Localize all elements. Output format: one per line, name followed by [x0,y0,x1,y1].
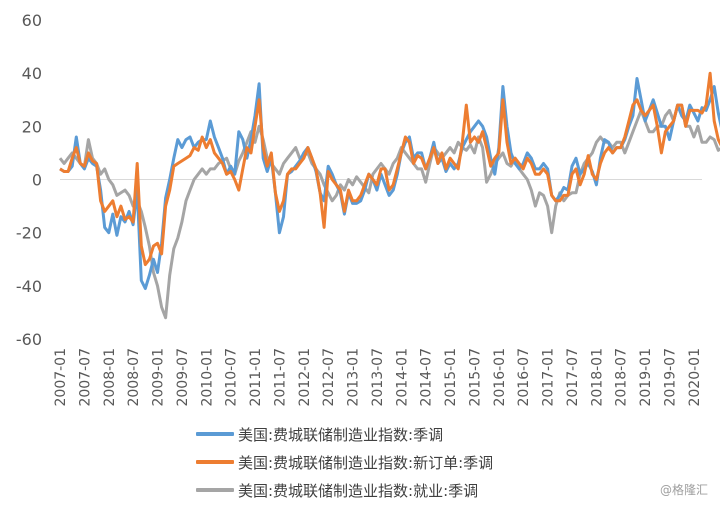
legend-label: 美国:费城联储制造业指数:就业:季调 [238,481,479,500]
y-tick-label: 20 [22,117,42,136]
x-tick-label: 2011-07 [272,348,288,407]
series-line-3 [58,103,720,320]
x-tick-label: 2013-07 [370,348,386,407]
y-tick-label: -20 [16,224,42,243]
x-tick-label: 2008-01 [102,348,118,407]
x-tick-label: 2018-07 [614,348,630,407]
y-tick-label: -40 [16,277,42,296]
watermark: @格隆汇 [659,483,708,497]
x-tick-label: 2008-07 [126,348,142,407]
series-line-2 [59,71,720,267]
legend-swatch [196,432,234,436]
x-tick-label: 2014-01 [394,348,410,407]
x-tick-label: 2012-07 [321,348,337,407]
y-tick-label: -60 [16,330,42,349]
x-tick-label: 2007-01 [53,348,69,407]
y-tick-label: 40 [22,64,42,83]
x-tick-label: 2019-07 [662,348,678,407]
x-tick-label: 2014-07 [419,348,435,407]
x-tick-label: 2012-01 [297,348,313,407]
legend-label: 美国:费城联储制造业指数:新订单:季调 [238,453,494,472]
legend: 美国:费城联储制造业指数:季调美国:费城联储制造业指数:新订单:季调 美国:费城联… [196,420,493,504]
x-axis-tick-labels: 2007-01 2007-07 2008-01 2008-07 2009-01 2009-… [53,348,703,407]
x-tick-label: 2017-07 [565,348,581,407]
x-tick-label: 2016-01 [492,348,508,407]
x-tick-label: 2007-07 [77,348,93,407]
x-tick-label: 2010-07 [224,348,240,407]
x-tick-label: 2020-01 [687,348,703,407]
y-tick-label: 60 [22,11,42,30]
legend-item: 美国:费城联储制造业指数:季调 [196,420,493,448]
legend-swatch [196,460,234,464]
series-lines [58,71,720,320]
legend-swatch [196,488,234,492]
x-tick-label: 2010-01 [199,348,215,407]
x-tick-label: 2017-01 [541,348,557,407]
y-tick-label: 0 [32,171,42,190]
x-tick-label: 2015-01 [443,348,459,407]
x-tick-label: 2011-01 [248,348,264,407]
x-tick-label: 2013-01 [346,348,362,407]
x-tick-label: 2019-01 [638,348,654,407]
x-tick-label: 2015-07 [467,348,483,407]
x-tick-label: 2016-07 [516,348,532,407]
legend-item: 美国:费城联储制造业指数:新订单:季调 [196,448,493,476]
series-line-1 [59,77,720,290]
x-tick-label: 2009-07 [175,348,191,407]
y-axis-tick-labels: 60 40 20 0 -20 -40 -60 [16,11,42,349]
legend-item: 美国:费城联储制造业指数:就业:季调 [196,476,493,504]
legend-label: 美国:费城联储制造业指数:季调 [238,425,444,444]
x-tick-label: 2018-01 [589,348,605,407]
x-tick-label: 2009-01 [151,348,167,407]
